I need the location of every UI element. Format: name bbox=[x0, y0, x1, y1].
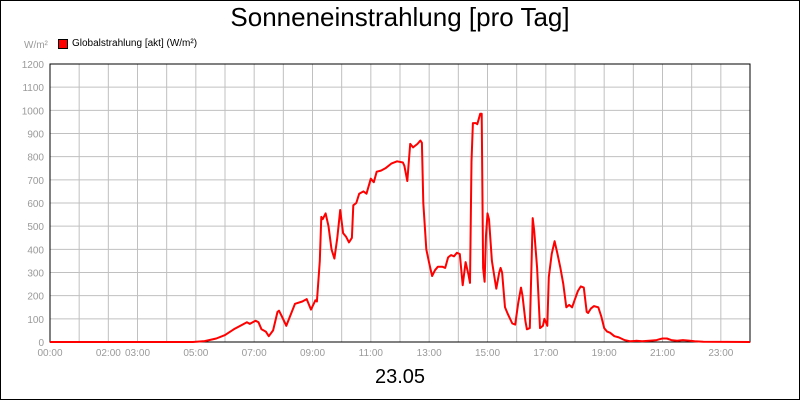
x-tick-label: 00:00 bbox=[37, 348, 62, 359]
x-tick-label: 05:00 bbox=[183, 348, 208, 359]
x-tick-label: 19:00 bbox=[592, 348, 617, 359]
x-tick-label: 03:00 bbox=[125, 348, 150, 359]
legend-label: Globalstrahlung [akt] (W/m²) bbox=[72, 38, 198, 49]
y-tick-label: 700 bbox=[27, 176, 44, 187]
chart-title: Sonneneinstrahlung [pro Tag] bbox=[230, 2, 570, 32]
y-tick-label: 1100 bbox=[22, 83, 44, 94]
y-tick-label: 1200 bbox=[22, 60, 45, 71]
x-tick-label: 09:00 bbox=[300, 348, 325, 359]
y-tick-label: 300 bbox=[27, 269, 44, 280]
legend: Globalstrahlung [akt] (W/m²) bbox=[58, 38, 197, 49]
legend-swatch bbox=[58, 38, 68, 49]
y-tick-label: 0 bbox=[38, 338, 44, 349]
x-tick-label: 21:00 bbox=[650, 348, 675, 359]
y-tick-label: 1000 bbox=[22, 106, 45, 117]
y-tick-label: 600 bbox=[27, 199, 44, 210]
x-tick-label: 15:00 bbox=[475, 348, 500, 359]
series-line bbox=[50, 112, 751, 343]
x-tick-label: 17:00 bbox=[533, 348, 558, 359]
y-tick-label: 100 bbox=[27, 315, 44, 326]
y-tick-label: 500 bbox=[27, 222, 44, 233]
x-tick-label: 11:00 bbox=[359, 348, 384, 359]
y-tick-label: 400 bbox=[27, 245, 44, 256]
x-tick-label: 13:00 bbox=[417, 348, 442, 359]
y-tick-label: 200 bbox=[27, 292, 44, 303]
x-tick-label: 07:00 bbox=[242, 348, 267, 359]
y-tick-label: 900 bbox=[27, 130, 44, 141]
y-unit-label: W/m² bbox=[24, 40, 48, 51]
plot-border bbox=[49, 63, 751, 343]
x-tick-label: 02:00 bbox=[96, 348, 121, 359]
x-tick-label: 23:00 bbox=[708, 348, 733, 359]
y-tick-label: 800 bbox=[27, 153, 44, 164]
x-axis-label: 23.05 bbox=[374, 366, 426, 388]
